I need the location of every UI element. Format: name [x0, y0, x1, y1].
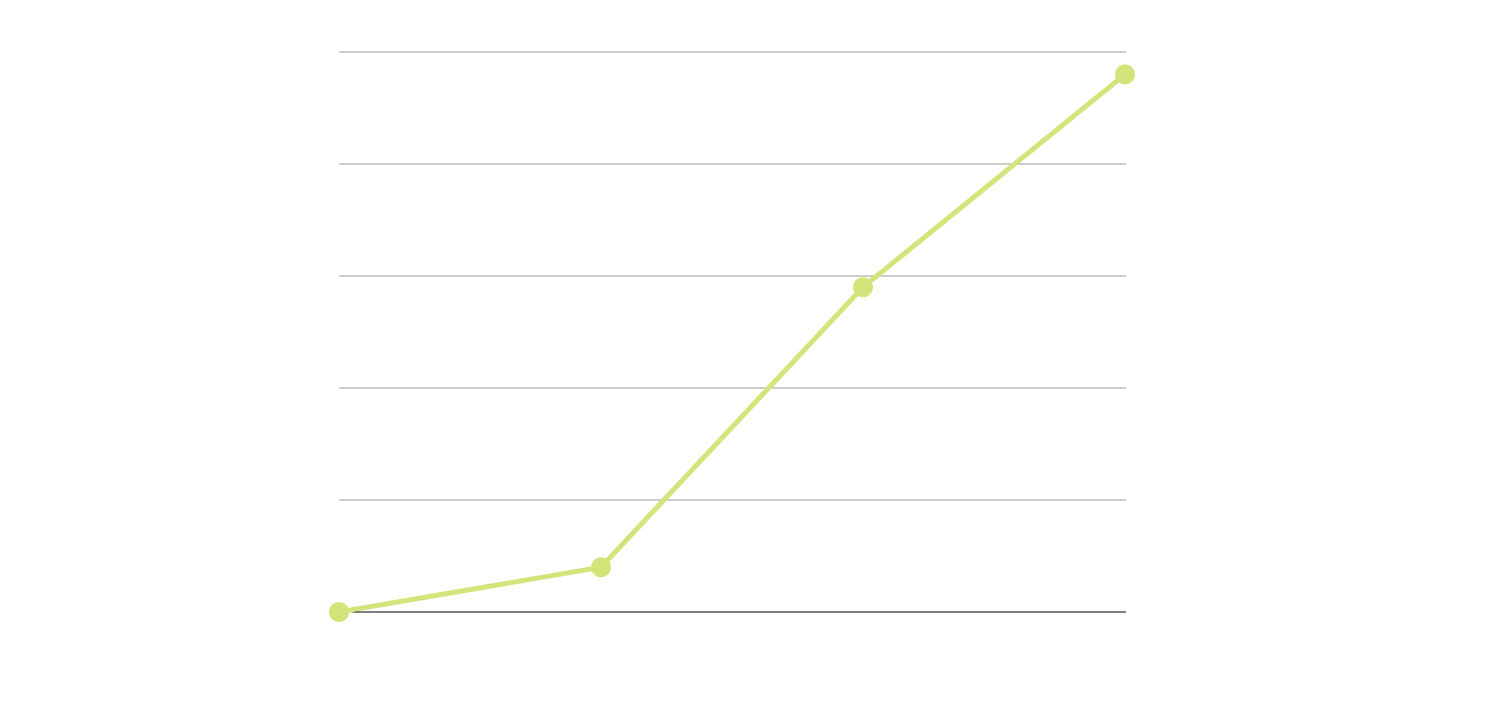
plot-area [329, 64, 1135, 622]
data-point [853, 277, 873, 298]
data-point [591, 557, 611, 578]
data-point [1115, 64, 1135, 85]
data-point [329, 602, 349, 622]
grid [339, 51, 1126, 613]
series-line [338, 72, 1127, 615]
